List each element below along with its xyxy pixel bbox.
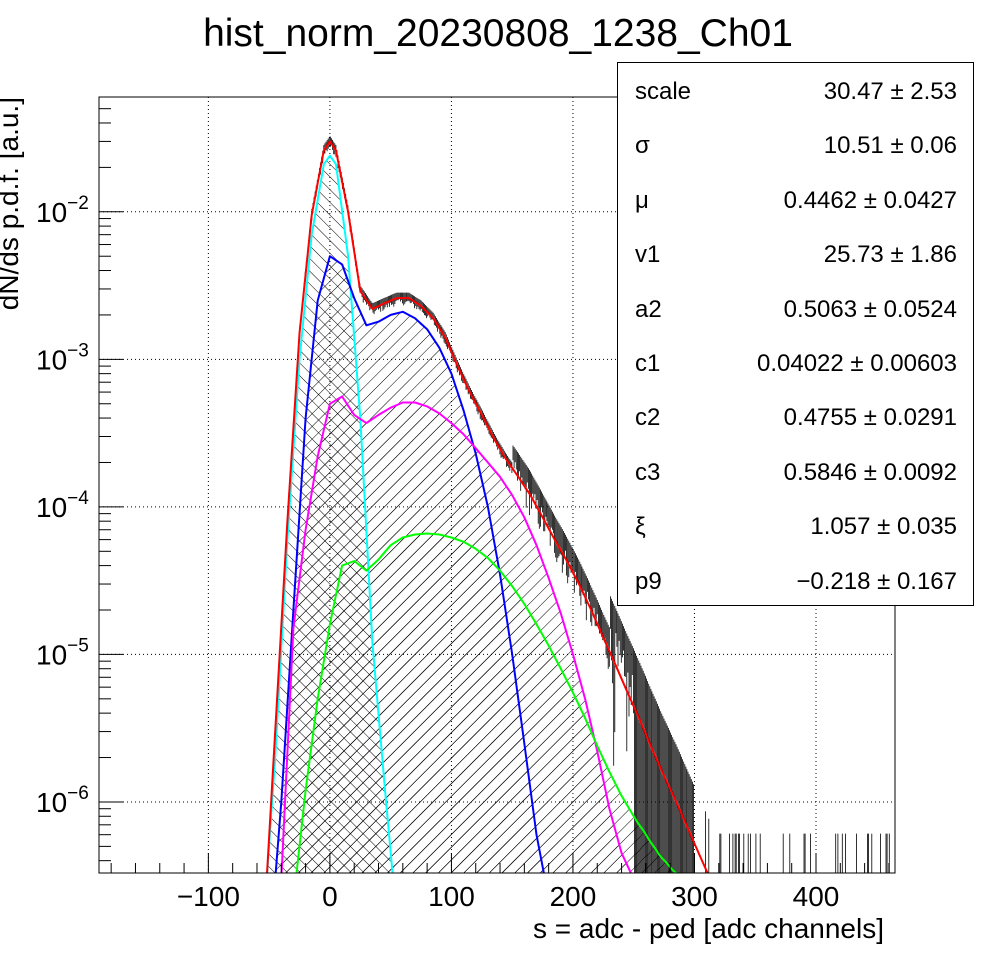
stat-row: c1 0.04022 ± 0.00603 xyxy=(618,335,973,389)
stat-value: 10.51 ± 0.06 xyxy=(823,132,957,160)
series-line xyxy=(266,154,394,873)
stat-name: ξ xyxy=(635,513,646,541)
stat-value: −0.218 ± 0.167 xyxy=(796,567,957,595)
stat-row: c3 0.5846 ± 0.0092 xyxy=(618,444,973,498)
chart-title: hist_norm_20230808_1238_Ch01 xyxy=(203,12,793,55)
fit-stats-box: scale 30.47 ± 2.53 σ 10.51 ± 0.06 μ 0.4462 ± … xyxy=(617,62,974,606)
y-tick-label: 10−2 xyxy=(36,193,89,228)
stat-value: 0.5846 ± 0.0092 xyxy=(783,458,957,486)
stat-value: 30.47 ± 2.53 xyxy=(823,78,957,105)
x-tick-label: 300 xyxy=(671,881,718,912)
stat-name: scale xyxy=(635,78,692,105)
x-axis-label: s = adc - ped [adc channels] xyxy=(533,913,884,944)
y-tick-label: 10−6 xyxy=(36,783,89,818)
x-tick-label: 400 xyxy=(793,881,840,912)
series-fills xyxy=(267,155,676,873)
stat-row: scale 30.47 ± 2.53 xyxy=(618,63,973,117)
stat-name: c2 xyxy=(635,404,661,432)
x-tick-label: 200 xyxy=(550,881,597,912)
y-tick-label: 10−5 xyxy=(36,635,89,670)
stat-row: μ 0.4462 ± 0.0427 xyxy=(618,172,973,226)
series-hatch-fill xyxy=(296,533,676,873)
series-line xyxy=(295,532,678,873)
stat-value: 0.5063 ± 0.0524 xyxy=(783,295,957,323)
stat-name: c3 xyxy=(635,458,661,486)
stat-row: v1 25.73 ± 1.86 xyxy=(618,226,973,280)
stat-name: c1 xyxy=(635,350,661,377)
stat-value: 0.04022 ± 0.00603 xyxy=(756,350,957,377)
y-tick-label: 10−4 xyxy=(36,488,89,523)
y-axis-label: dN/ds p.d.f. [a.u.] xyxy=(0,97,24,310)
stat-name: σ xyxy=(635,132,650,160)
x-tick-label: −100 xyxy=(177,881,240,912)
stat-value: 0.4462 ± 0.0427 xyxy=(783,186,957,214)
series-line xyxy=(274,255,545,873)
x-tick-label: 100 xyxy=(428,881,475,912)
x-tick-label: 0 xyxy=(322,881,338,912)
y-tick-label: 10−3 xyxy=(36,340,89,375)
stat-value: 0.4755 ± 0.0291 xyxy=(783,404,957,432)
stat-name: v1 xyxy=(635,241,661,269)
axis-ticks: −100 0 100 200 300 400 10−6 10−5 10−4 10−3 10−2 xyxy=(36,96,890,912)
stat-row: c2 0.4755 ± 0.0291 xyxy=(618,389,973,443)
series-lines xyxy=(266,140,709,873)
stat-name: p9 xyxy=(635,567,662,595)
stat-row: a2 0.5063 ± 0.0524 xyxy=(618,281,973,335)
stat-value: 1.057 ± 0.035 xyxy=(810,513,957,541)
series-line xyxy=(280,395,632,873)
stat-row: σ 10.51 ± 0.06 xyxy=(618,117,973,171)
stat-name: a2 xyxy=(635,295,662,323)
stat-value: 25.73 ± 1.86 xyxy=(823,241,957,269)
stat-row: ξ 1.057 ± 0.035 xyxy=(618,498,973,552)
stat-row: p9 −0.218 ± 0.167 xyxy=(618,553,973,607)
series-line xyxy=(266,140,709,873)
stat-name: μ xyxy=(635,186,649,214)
